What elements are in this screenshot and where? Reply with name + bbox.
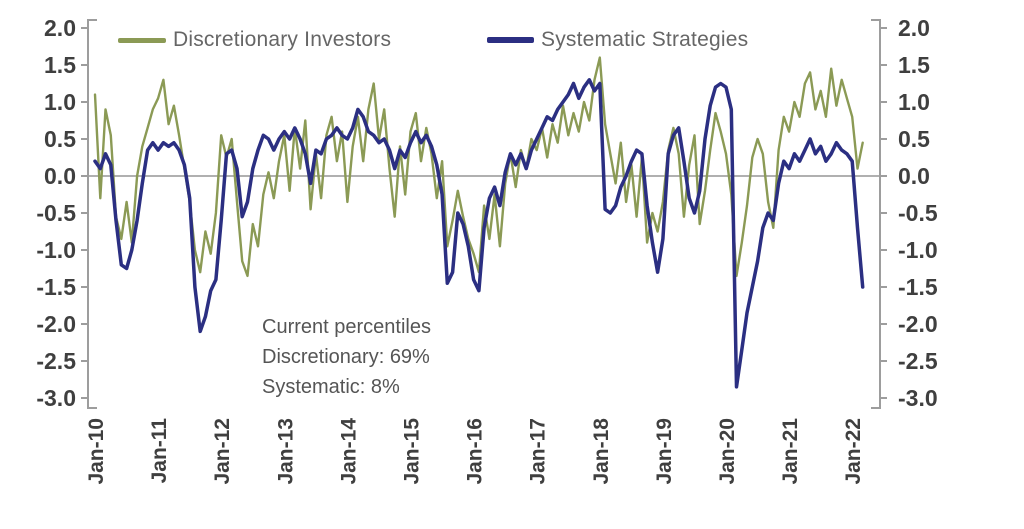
- y-tick-label-left: -2.0: [36, 311, 76, 337]
- y-tick-label-left: -3.0: [36, 385, 76, 411]
- discretionary-legend-label: Discretionary Investors: [173, 28, 392, 51]
- y-tick-label-right: -0.5: [898, 200, 938, 226]
- y-tick-label-left: 1.0: [44, 89, 76, 115]
- left-axis: [87, 19, 97, 409]
- y-tick-label-right: 1.0: [898, 89, 930, 115]
- x-tick-label: Jan-22: [842, 418, 865, 485]
- y-tick-label-left: 2.0: [44, 15, 76, 41]
- current-percentiles-annotation: Current percentiles Discretionary: 69% S…: [262, 312, 431, 402]
- annotation-title: Current percentiles: [262, 316, 431, 338]
- y-tick-label-left: -2.5: [36, 348, 76, 374]
- x-tick-label: Jan-14: [337, 418, 360, 485]
- y-tick-label-right: -2.0: [898, 311, 938, 337]
- x-tick-label: Jan-11: [148, 418, 171, 484]
- x-tick-label: Jan-15: [401, 418, 424, 485]
- y-tick-label-left: 0.5: [44, 126, 76, 152]
- systematic-line: [93, 78, 865, 389]
- y-tick-label-right: 0.5: [898, 126, 930, 152]
- right-axis: [871, 19, 881, 409]
- y-tick-label-right: -3.0: [898, 385, 938, 411]
- x-tick-label: Jan-19: [653, 418, 676, 485]
- x-tick-label: Jan-17: [527, 418, 550, 485]
- y-tick-label-right: -1.5: [898, 274, 938, 300]
- x-tick-label: Jan-13: [274, 418, 297, 485]
- y-tick-label-left: -0.5: [36, 200, 76, 226]
- x-tick-label: Jan-10: [85, 418, 108, 485]
- y-tick-label-left: -1.0: [36, 237, 76, 263]
- y-tick-label-right: 0.0: [898, 163, 930, 189]
- y-tick-label-right: 1.5: [898, 52, 930, 78]
- y-tick-label-right: -1.0: [898, 237, 938, 263]
- x-tick-label: Jan-12: [211, 418, 234, 485]
- y-tick-label-left: 1.5: [44, 52, 76, 78]
- legend-item-systematic: Systematic Strategies: [487, 28, 748, 52]
- y-tick-label-left: -1.5: [36, 274, 76, 300]
- x-tick-label: Jan-20: [716, 418, 739, 485]
- x-tick-label: Jan-21: [779, 418, 802, 485]
- discretionary-legend-swatch: [118, 37, 166, 43]
- annotation-systematic-value: Systematic: 8%: [262, 376, 400, 398]
- legend-item-discretionary: Discretionary Investors: [118, 28, 391, 52]
- systematic-legend-label: Systematic Strategies: [541, 28, 749, 51]
- y-tick-label-right: 2.0: [898, 15, 930, 41]
- annotation-discretionary-value: Discretionary: 69%: [262, 346, 430, 368]
- y-tick-label-left: 0.0: [44, 163, 76, 189]
- y-tick-label-right: -2.5: [898, 348, 938, 374]
- systematic-legend-swatch: [487, 37, 534, 43]
- x-tick-label: Jan-18: [590, 418, 613, 485]
- discretionary-line: [93, 56, 864, 278]
- x-tick-label: Jan-16: [464, 418, 487, 485]
